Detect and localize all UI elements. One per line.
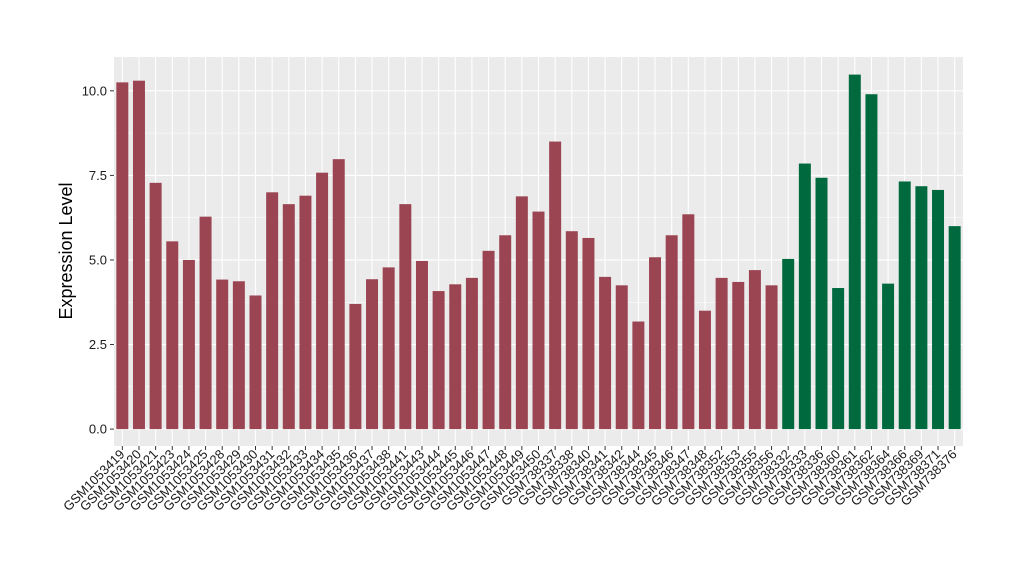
- bar-GSM1053443: [415, 260, 428, 430]
- bar-GSM738369: [915, 186, 928, 430]
- bar-GSM738352: [715, 277, 728, 430]
- bar-GSM738356: [765, 285, 778, 430]
- bar-GSM1053430: [249, 295, 262, 430]
- bar-GSM738371: [932, 189, 945, 430]
- bar-GSM738362: [865, 94, 878, 430]
- bar-GSM738338: [565, 231, 578, 430]
- bar-GSM1053438: [382, 267, 395, 430]
- bar-GSM1053449: [515, 196, 528, 430]
- bar-GSM1053441: [399, 204, 412, 430]
- bar-GSM738332: [782, 258, 795, 430]
- bar-GSM1053435: [332, 159, 345, 430]
- bar-GSM1053421: [149, 182, 162, 430]
- bar-GSM738341: [599, 276, 612, 430]
- bar-GSM1053434: [316, 172, 329, 430]
- bar-GSM1053444: [432, 291, 445, 430]
- bar-GSM1053433: [299, 195, 312, 430]
- bar-GSM1053446: [465, 277, 478, 430]
- y-tick-label: 7.5: [89, 168, 107, 183]
- bar-GSM738342: [615, 285, 628, 430]
- bar-GSM1053448: [499, 235, 512, 430]
- y-tick-label: 0.0: [89, 422, 107, 437]
- bar-GSM738340: [582, 237, 595, 430]
- y-tick-label: 5.0: [89, 252, 107, 267]
- bar-GSM738336: [815, 177, 828, 430]
- bar-GSM738364: [882, 283, 895, 430]
- bar-GSM1053419: [116, 82, 129, 430]
- bar-GSM1053447: [482, 250, 495, 430]
- bar-GSM1053425: [199, 216, 212, 430]
- bar-GSM1053420: [132, 80, 145, 430]
- bar-GSM738355: [748, 270, 761, 430]
- bar-GSM1053437: [366, 279, 379, 430]
- y-tick-label: 2.5: [89, 337, 107, 352]
- bar-GSM1053429: [232, 281, 245, 430]
- bar-GSM1053424: [182, 259, 195, 430]
- bars: [116, 74, 961, 430]
- bar-GSM738346: [665, 235, 678, 430]
- bar-GSM738353: [732, 281, 745, 430]
- bar-GSM1053431: [266, 192, 279, 430]
- bar-GSM738347: [682, 214, 695, 430]
- bar-GSM738344: [632, 321, 645, 430]
- bar-GSM738376: [948, 226, 961, 430]
- x-axis: GSM1053419GSM1053420GSM1053421GSM1053423…: [60, 446, 960, 514]
- bar-GSM738337: [549, 141, 562, 430]
- y-axis: 0.0 2.5 5.0 7.5 10.0: [82, 83, 114, 437]
- bar-GSM738345: [649, 257, 662, 430]
- bar-GSM1053450: [532, 211, 545, 430]
- y-tick-label: 10.0: [82, 83, 107, 98]
- bar-GSM1053445: [449, 284, 462, 430]
- bar-GSM738348: [698, 310, 711, 430]
- bar-GSM738360: [832, 288, 845, 430]
- bar-GSM1053423: [166, 241, 179, 430]
- bar-GSM1053428: [216, 279, 229, 430]
- bar-GSM738333: [798, 163, 811, 430]
- bar-GSM738361: [848, 74, 861, 430]
- y-axis-label: Expression Level: [56, 182, 76, 319]
- bar-GSM1053432: [282, 204, 295, 430]
- bar-GSM1053436: [349, 303, 362, 430]
- bar-GSM738366: [898, 181, 911, 430]
